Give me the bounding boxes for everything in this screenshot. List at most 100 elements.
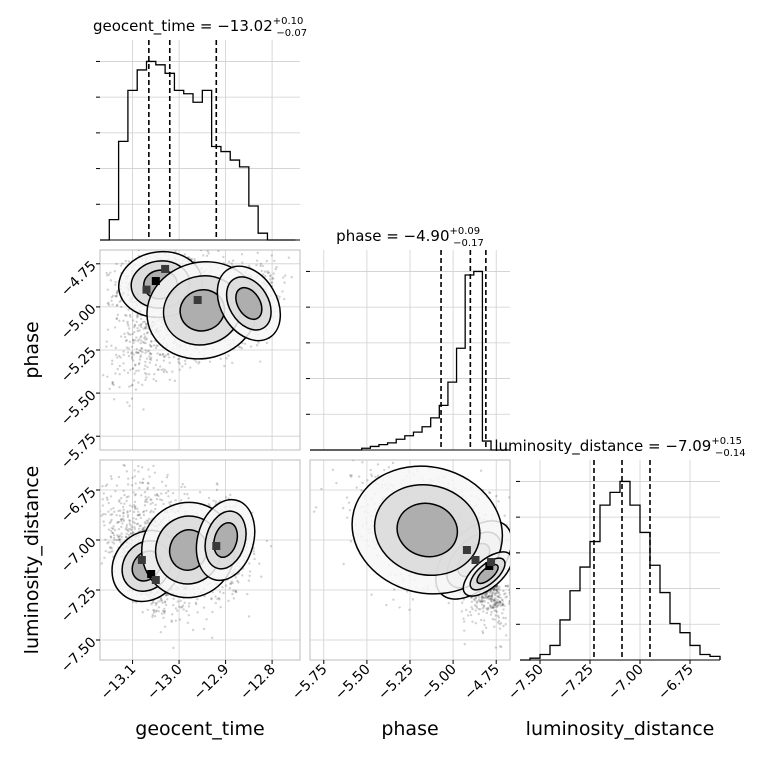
histogram-bar (448, 382, 457, 450)
sample-point (137, 510, 140, 513)
sample-point (109, 513, 112, 517)
sample-point (140, 347, 143, 350)
sample-point (133, 326, 136, 329)
sample-point (484, 626, 488, 629)
sample-point (131, 355, 134, 359)
sample-point (138, 486, 141, 490)
sample-point (180, 485, 183, 489)
sample-point (118, 364, 121, 368)
sample-point (139, 355, 142, 359)
sample-point (111, 382, 114, 386)
sample-point (223, 364, 226, 368)
sample-point (101, 484, 104, 488)
histogram-bar (119, 141, 128, 240)
sample-point (125, 338, 129, 342)
density-peak (142, 285, 151, 294)
sample-point (120, 305, 123, 309)
sample-point (253, 552, 256, 556)
sample-point (480, 600, 483, 603)
sample-point (126, 515, 130, 519)
sample-point (494, 602, 497, 606)
sample-point (147, 496, 150, 499)
sample-point (167, 353, 170, 356)
sample-point (102, 492, 105, 495)
sample-point (477, 595, 481, 599)
sample-point (162, 355, 166, 358)
sample-point (159, 631, 162, 634)
sample-point (216, 483, 219, 486)
sample-point (120, 532, 123, 535)
sample-point (126, 331, 129, 335)
sample-point (501, 603, 504, 606)
sample-point (133, 323, 137, 327)
sample-point (156, 493, 159, 496)
sample-point (127, 347, 130, 350)
sample-point (269, 545, 273, 548)
sample-point (123, 332, 126, 336)
sample-point (208, 360, 212, 363)
sample-point (102, 520, 105, 523)
sample-point (158, 353, 162, 356)
sample-point (506, 585, 510, 588)
sample-point (219, 357, 222, 360)
histogram-bar (147, 61, 156, 240)
sample-point (126, 510, 129, 513)
sample-point (164, 601, 167, 604)
sample-point (496, 604, 499, 608)
sample-point (138, 358, 142, 361)
sample-point (219, 605, 222, 609)
sample-point (111, 294, 115, 297)
sample-point (480, 595, 483, 599)
y-tick-label: −7.50 (58, 634, 100, 676)
sample-point (475, 600, 478, 603)
sample-point (471, 620, 474, 623)
sample-point (146, 519, 150, 523)
sample-point (136, 351, 140, 354)
sample-point (178, 244, 180, 246)
sample-point (232, 597, 236, 600)
y-tick-label: −5.25 (58, 344, 100, 386)
sample-point (149, 358, 153, 361)
sample-point (187, 497, 190, 500)
sample-point (202, 606, 206, 609)
sample-point (264, 274, 267, 278)
sample-point (153, 614, 157, 618)
sample-point (247, 264, 251, 268)
sample-point (161, 609, 165, 613)
histogram-bar (482, 441, 491, 450)
sample-point (166, 593, 170, 597)
sample-point (164, 594, 168, 597)
sample-point (230, 580, 233, 583)
sample-point (101, 504, 105, 507)
sample-point (175, 250, 177, 251)
sample-point (498, 585, 501, 589)
sample-point (164, 491, 168, 495)
sample-point (217, 596, 221, 600)
sample-point (141, 351, 144, 354)
sample-point (155, 602, 158, 605)
sample-point (147, 468, 150, 471)
sample-point (110, 296, 113, 299)
sample-point (154, 363, 158, 367)
sample-point (127, 333, 131, 336)
sample-point (128, 340, 132, 344)
sample-point (116, 303, 119, 307)
sample-point (131, 383, 134, 387)
sample-point (132, 339, 135, 342)
sample-point (126, 320, 129, 324)
sample-point (179, 606, 183, 609)
sample-point (124, 313, 127, 317)
density-peak (193, 296, 202, 304)
sample-point (246, 592, 249, 596)
sample-point (118, 538, 121, 542)
sample-point (162, 616, 165, 619)
sample-point (117, 535, 120, 538)
sample-point (144, 338, 147, 341)
sample-point (149, 345, 152, 348)
sample-point (127, 260, 131, 263)
sample-point (157, 245, 159, 247)
sample-point (483, 596, 486, 600)
sample-point (111, 381, 114, 384)
sample-point (191, 628, 195, 632)
sample-point (139, 354, 143, 357)
